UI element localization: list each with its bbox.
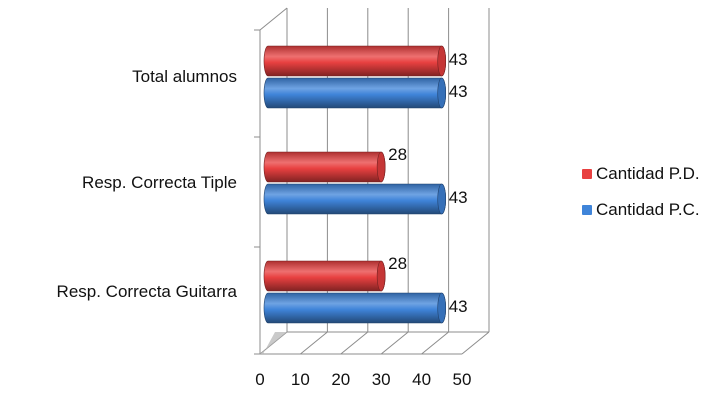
data-label-pd-guitarra: 28 <box>388 254 408 273</box>
bar-pc-0 <box>263 77 447 109</box>
legend-item-pc: Cantidad P.C. <box>582 199 700 221</box>
gridline-floor <box>340 331 369 355</box>
gridline-floor <box>380 331 409 355</box>
legend-item-pd: Cantidad P.D. <box>582 163 700 185</box>
x-tick-label: 0 <box>255 370 265 389</box>
legend: Cantidad P.D. Cantidad P.C. <box>582 163 700 235</box>
bar-pc-1 <box>263 183 447 215</box>
bar-pd-2 <box>263 260 386 292</box>
data-label-pd-tiple: 28 <box>388 145 408 164</box>
data-label-pc-tiple: 43 <box>448 188 468 207</box>
category-label: Resp. Correcta Guitarra <box>56 282 237 301</box>
legend-label-pd: Cantidad P.D. <box>596 164 700 183</box>
data-label-pc-guitarra: 43 <box>448 297 468 316</box>
side-wall-top <box>259 7 288 31</box>
legend-swatch-pd <box>582 169 592 179</box>
gridline-floor <box>461 331 490 355</box>
gridline-floor <box>300 331 328 355</box>
x-tick-label: 50 <box>452 370 472 389</box>
x-tick-label: 40 <box>412 370 432 389</box>
bar-pd-1 <box>263 151 386 183</box>
x-tick-label: 10 <box>290 370 310 389</box>
floor-shade <box>260 332 287 354</box>
data-label-pd-total: 43 <box>448 50 468 69</box>
bar-pc-2 <box>263 292 447 324</box>
legend-label-pc: Cantidad P.C. <box>596 200 700 219</box>
category-label: Resp. Correcta Tiple <box>82 173 237 192</box>
category-label: Total alumnos <box>132 67 237 86</box>
legend-swatch-pc <box>582 205 592 215</box>
x-tick-label: 30 <box>371 370 391 389</box>
x-tick-label: 20 <box>331 370 351 389</box>
bar-pd-0 <box>263 45 447 77</box>
gridline-floor <box>421 331 449 355</box>
data-label-pc-total: 43 <box>448 82 468 101</box>
